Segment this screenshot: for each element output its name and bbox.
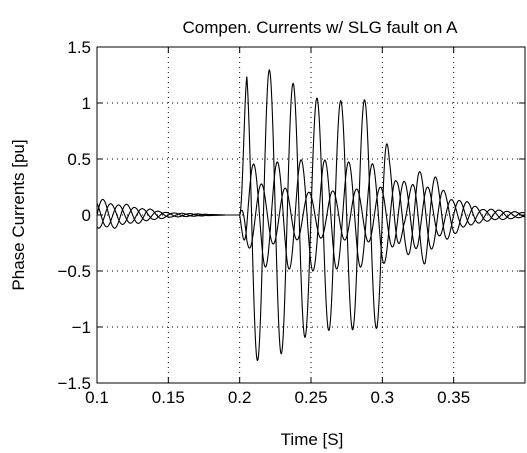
x-tick-label: 0.1 xyxy=(85,388,109,407)
plot-traces xyxy=(96,69,526,362)
chart-title: Compen. Currents w/ SLG fault on A xyxy=(183,18,459,37)
y-tick-label: −1.5 xyxy=(57,374,91,393)
y-tick-label: 0.5 xyxy=(67,150,91,169)
x-tick-label: 0.35 xyxy=(437,388,470,407)
y-tick-label: 1.5 xyxy=(67,38,91,57)
x-tick-label: 0.2 xyxy=(228,388,252,407)
x-tick-label: 0.3 xyxy=(371,388,395,407)
series-line-2 xyxy=(96,180,526,250)
series-line-1 xyxy=(96,69,526,362)
x-axis: 0.1 0.15 0.2 0.25 0.3 0.35 xyxy=(85,47,470,407)
x-axis-label: Time [S] xyxy=(281,430,344,449)
y-tick-label: 1 xyxy=(82,94,91,113)
y-tick-label: 0 xyxy=(82,206,91,225)
y-axis: −1.5 −1 −0.5 0 0.5 1 1.5 xyxy=(57,38,525,393)
y-tick-label: −1 xyxy=(72,318,91,337)
x-tick-label: 0.15 xyxy=(152,388,185,407)
series-line-3 xyxy=(96,159,526,272)
x-tick-label: 0.25 xyxy=(294,388,327,407)
y-tick-label: −0.5 xyxy=(57,262,91,281)
y-axis-label: Phase Currents [pu] xyxy=(9,139,28,290)
grid xyxy=(97,47,525,383)
